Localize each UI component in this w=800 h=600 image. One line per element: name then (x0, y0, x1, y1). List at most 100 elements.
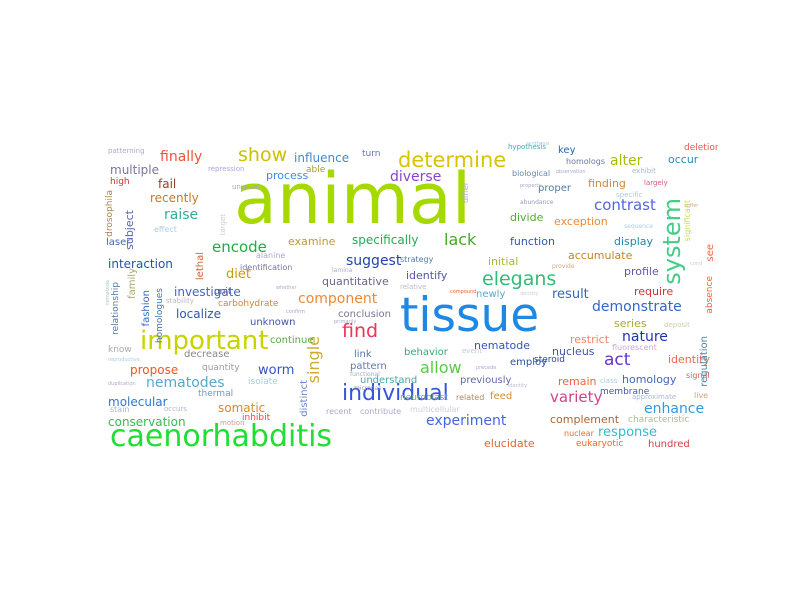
word-diet: diet (226, 267, 251, 282)
word-divide: divide (510, 211, 544, 224)
word-profile: profile (624, 265, 659, 278)
word-occur: occur (668, 153, 699, 166)
word-tissue: tissue (400, 288, 540, 343)
word-reproductive: reproductive (108, 357, 140, 363)
word-thermal: thermal (198, 389, 234, 399)
word-event: event (462, 347, 482, 355)
word-propose: propose (130, 363, 179, 377)
word-finally: finally (160, 149, 203, 165)
word-behavior: behavior (404, 347, 448, 358)
word-previously: previously (460, 375, 512, 386)
word-membrane: membrane (600, 387, 650, 397)
word-animal: animal (234, 158, 472, 240)
word-alter: alter (610, 153, 643, 169)
word-enhance: enhance (644, 401, 705, 417)
word-act: act (604, 350, 631, 370)
word-experiment: experiment (426, 413, 507, 429)
word-quantitative: quantitative (322, 275, 389, 288)
word-display: display (614, 235, 654, 248)
word-diverse: diverse (390, 169, 442, 185)
word-sequence: sequence (624, 223, 653, 230)
word-process: process (266, 169, 309, 182)
word-patterning: patterning (108, 147, 145, 155)
word-confirm: confirm (286, 309, 305, 315)
word-stain: stain (110, 405, 130, 414)
word-encode: encode (212, 238, 267, 256)
word-complement: complement (550, 413, 620, 426)
word-lamina: lamina (332, 267, 353, 274)
word-demonstrate: demonstrate (592, 299, 682, 315)
word-molecular: molecular (108, 395, 168, 409)
word-precede: precede (476, 365, 497, 371)
word-series: series (614, 317, 647, 330)
word-result: result (552, 287, 589, 302)
word-variety: variety (550, 388, 603, 406)
word-turn: turn (362, 149, 381, 159)
word-nuclear: nuclear (564, 429, 594, 438)
word-homologs: homologs (566, 157, 606, 166)
word-elucidate: elucidate (484, 437, 535, 450)
word-determine: determine (398, 148, 507, 172)
word-hypothesis: hypothesis (508, 143, 547, 151)
word-absence: absence (705, 276, 715, 314)
word-identity: identity (668, 353, 710, 366)
word-find: find (342, 320, 379, 342)
word-specific: specific (616, 191, 643, 199)
word-exception: exception (554, 215, 608, 228)
word-identification: identification (240, 263, 293, 272)
word-worm: worm (258, 363, 295, 378)
word-caenorhabditis: caenorhabditis (110, 419, 333, 454)
word-employ: employ (510, 357, 548, 368)
word-cloud: animal tissue caenorhabditis important i… (104, 140, 718, 456)
word-motion: motion (220, 419, 245, 427)
word-suffer: suffer (684, 203, 699, 209)
word-investigate: investigate (174, 285, 241, 299)
word-suggest: suggest (346, 253, 402, 269)
word-nematodes: nematodes (146, 375, 225, 391)
word-high: high (110, 177, 130, 187)
word-family: family (127, 268, 138, 299)
word-nucleus: nucleus (552, 345, 595, 358)
word-conservation: conservation (108, 415, 186, 429)
word-property: property (520, 183, 542, 189)
word-unknown: unknown (250, 317, 296, 328)
word-laser: laser (106, 237, 131, 248)
word-provide: provide (552, 263, 575, 270)
word-target: target (219, 214, 227, 236)
word-know: know (108, 345, 132, 355)
word-steroid: steroid (534, 355, 565, 365)
word-repression: repression (208, 165, 245, 173)
word-elegans: elegans (482, 268, 557, 290)
word-localize: localize (176, 307, 221, 321)
word-link: link (354, 349, 372, 360)
word-multicellular: multicellular (410, 405, 460, 414)
word-response: response (598, 425, 658, 440)
word-biological: biological (512, 169, 551, 178)
word-examine: examine (288, 235, 336, 248)
word-newly: newly (476, 289, 506, 300)
word-whether: whether (276, 285, 297, 291)
word-contrast: contrast (594, 196, 656, 214)
word-drosophila: drosophila (105, 190, 115, 237)
word-functional: functional (350, 371, 380, 378)
word-decrease: decrease (184, 349, 230, 360)
word-require: require (634, 285, 674, 298)
word-neuroblast: neuroblast (400, 393, 448, 403)
word-deletion: deletion (684, 143, 718, 153)
word-important: important (140, 326, 269, 356)
word-identity-small: identity (508, 383, 528, 389)
word-pattern: pattern (350, 361, 387, 372)
word-proper: proper (538, 183, 571, 194)
word-homologues: homologues (155, 288, 165, 344)
word-related: related (456, 393, 485, 402)
word-unit: unit (214, 287, 232, 297)
word-synthesis: synthesis (526, 141, 550, 147)
word-compound: compound (450, 289, 477, 295)
word-unusual: unusual (232, 183, 260, 191)
word-fashion: fashion (141, 290, 152, 327)
word-nematode: nematode (474, 339, 530, 352)
word-homology: homology (622, 373, 677, 386)
word-multiple: multiple (110, 163, 160, 177)
word-lethal: lethal (195, 252, 206, 281)
word-distinct: distinct (299, 380, 310, 417)
